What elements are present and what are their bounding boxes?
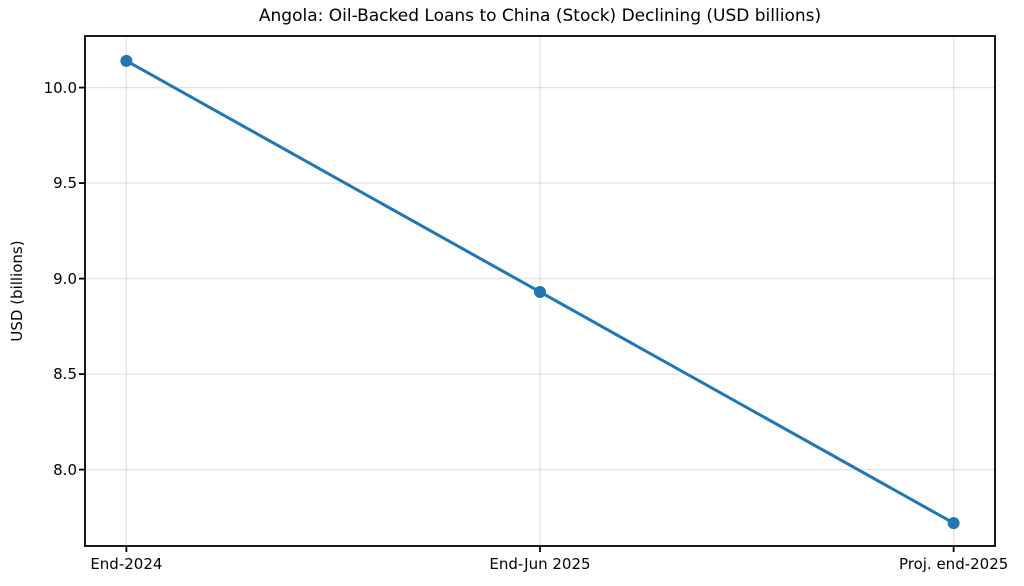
y-tick-label: 9.0 xyxy=(53,269,77,288)
data-point xyxy=(534,285,546,298)
data-point xyxy=(120,54,133,67)
x-tick-label: Proj. end-2025 xyxy=(898,555,1009,573)
chart-title: Angola: Oil-Backed Loans to China (Stock… xyxy=(258,6,822,26)
y-tick-label: 9.5 xyxy=(53,174,77,193)
axes-spines xyxy=(84,35,996,547)
y-tick-label: 8.5 xyxy=(53,365,77,384)
x-tick-label: End-Jun 2025 xyxy=(489,555,591,573)
y-tick-label: 8.0 xyxy=(53,460,77,479)
y-tick-label: 10.0 xyxy=(43,78,77,97)
x-tick-label: End-2024 xyxy=(90,555,163,573)
data-point xyxy=(947,517,960,530)
